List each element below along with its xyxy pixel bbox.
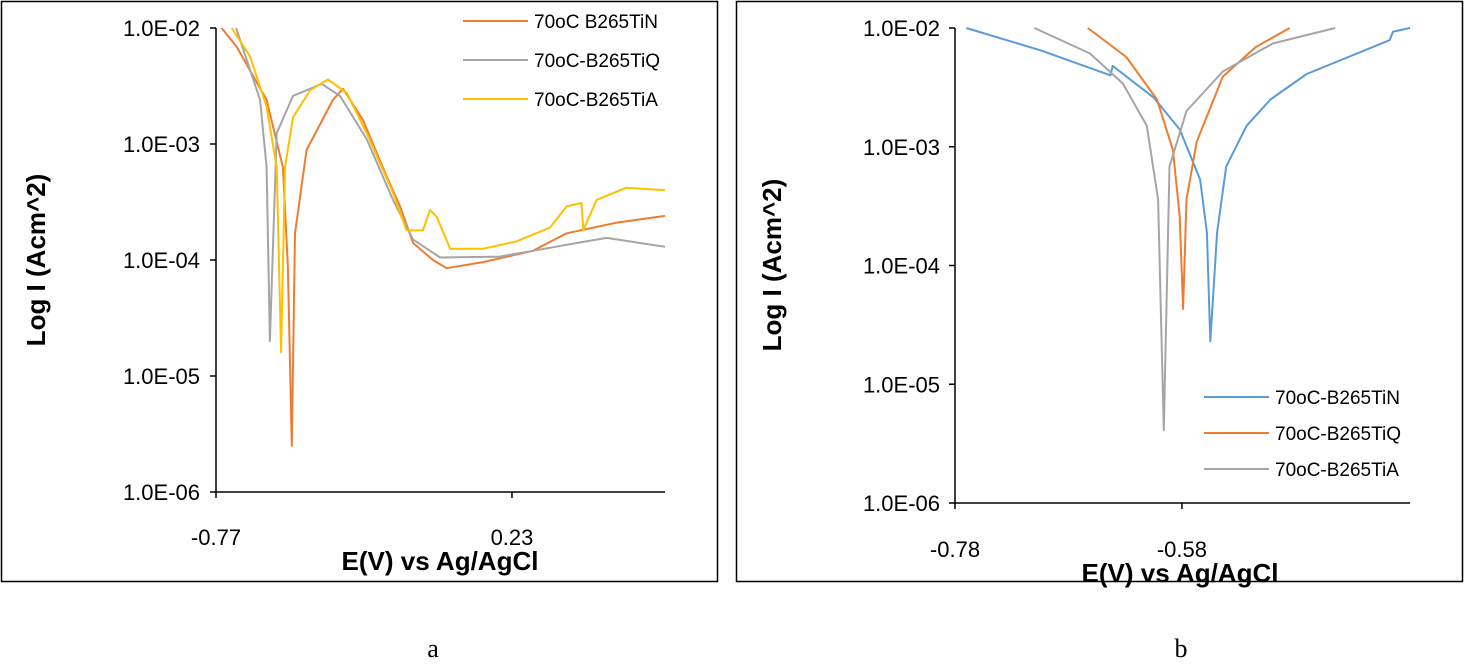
legend-label: 70oC-B265TiA: [1275, 460, 1399, 481]
legend-label: 70oC-B265TiQ: [534, 51, 660, 72]
panel-b-frame: [735, 0, 1464, 583]
y-tick-label: 1.0E-03: [863, 135, 940, 160]
y-tick-label: 1.0E-06: [863, 491, 940, 516]
series-line-1: [966, 27, 1411, 343]
legend-label: 70oC-B265TiQ: [1275, 424, 1401, 445]
series-line-3: [1033, 27, 1336, 432]
y-tick-label: 1.0E-04: [863, 254, 940, 279]
x-tick-label: 0.23: [491, 525, 534, 550]
legend-label: 70oC-B265TiN: [1275, 388, 1400, 409]
y-tick-label: 1.0E-05: [123, 364, 200, 389]
series-line-2: [1087, 27, 1291, 310]
panel-caption: a: [427, 634, 439, 663]
y-tick-label: 1.0E-03: [123, 132, 200, 157]
y-tick-label: 1.0E-02: [863, 16, 940, 41]
series-line-3: [230, 27, 666, 354]
x-tick-label: -0.78: [930, 537, 980, 562]
x-tick-label: -0.58: [1157, 537, 1207, 562]
y-axis-title: Log I (Acm^2): [21, 174, 51, 347]
panel-caption: b: [1175, 634, 1188, 663]
panel-a-frame: [0, 0, 719, 583]
series-line-2: [235, 27, 666, 343]
y-axis-title: Log I (Acm^2): [757, 179, 787, 352]
chart-a: 1.0E-02 1.0E-03 1.0E-04 1.0E-05 1.0E-06 -0.77…: [21, 12, 666, 576]
x-axis-title: E(V) vs Ag/AgCl: [1082, 558, 1279, 588]
legend-label: 70oC-B265TiA: [534, 90, 658, 111]
y-tick-label: 1.0E-06: [123, 480, 200, 505]
legend-label: 70oC B265TiN: [534, 12, 658, 33]
y-tick-label: 1.0E-05: [863, 372, 940, 397]
x-axis-title: E(V) vs Ag/AgCl: [342, 546, 539, 576]
y-tick-label: 1.0E-04: [123, 248, 200, 273]
x-tick-label: -0.77: [191, 525, 241, 550]
y-tick-label: 1.0E-02: [123, 16, 200, 41]
chart-b: 1.0E-02 1.0E-03 1.0E-04 1.0E-05 1.0E-06 -0.78…: [757, 16, 1411, 588]
